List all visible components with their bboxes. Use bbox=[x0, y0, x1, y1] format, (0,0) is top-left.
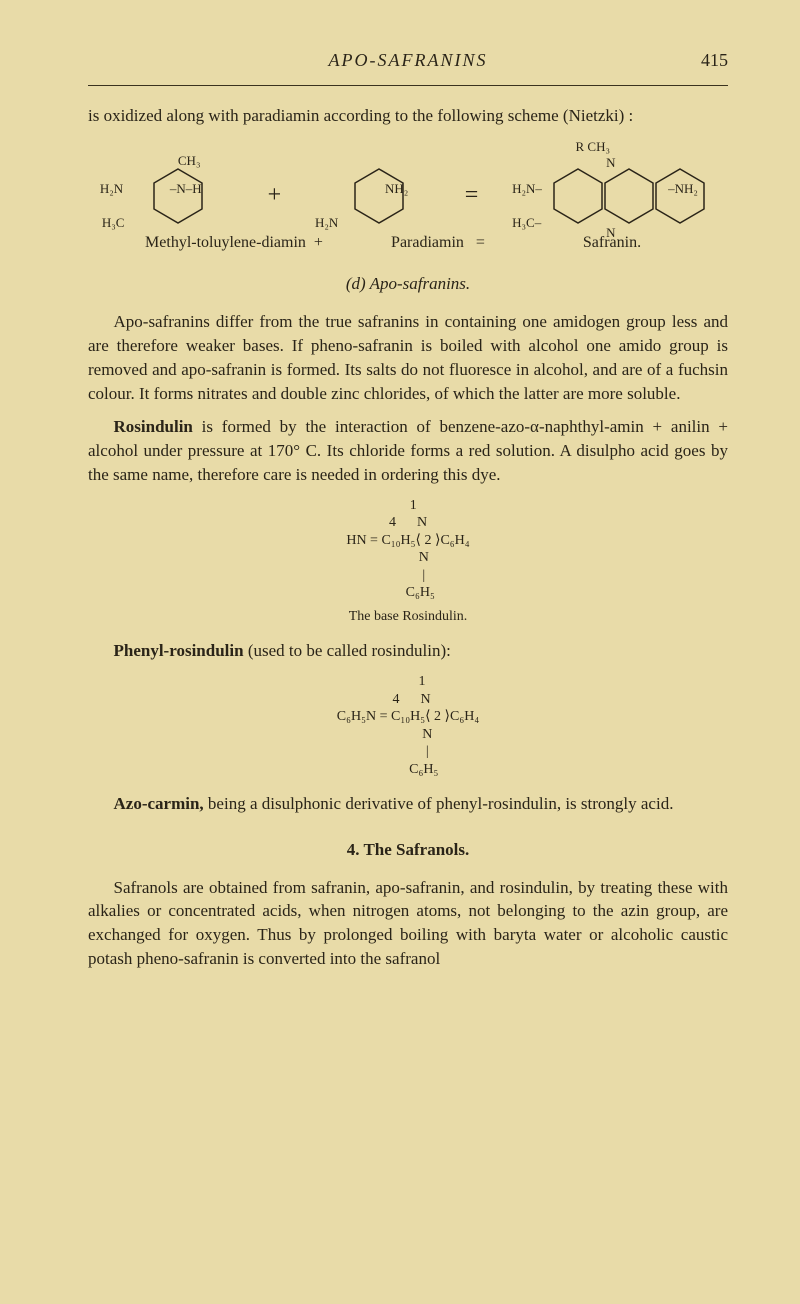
eq-mid: Paradiamin = bbox=[353, 232, 523, 254]
f1-l2: 4 N bbox=[88, 514, 728, 532]
para4-rest: (used to be called rosindulin): bbox=[244, 641, 451, 660]
subhead-d: (d) Apo-safranins. bbox=[88, 272, 728, 296]
page: APO-SAFRANINS 415 is oxidized along with… bbox=[0, 0, 800, 1021]
f2-l6: C₆H₅ bbox=[88, 761, 728, 779]
eq-mid-text: Paradiamin bbox=[391, 234, 464, 251]
r-ch3: R CH₃ bbox=[575, 138, 610, 156]
mol-2: NH₂ H₂N bbox=[323, 166, 423, 226]
f1-l1: 1 bbox=[88, 497, 728, 515]
mol-3: N H₂N– H₃C– –NH₂ N bbox=[520, 166, 710, 226]
fused-hex bbox=[551, 166, 707, 226]
mol1-h2n: H₂N bbox=[100, 180, 123, 198]
f2-l5: | bbox=[88, 743, 728, 761]
eq-left: Methyl-toluylene-diamin + bbox=[119, 232, 349, 254]
page-number: 415 bbox=[701, 48, 728, 73]
reaction-scheme: CH₃ H₂N –N–H H₃C + NH₂ H₂N = N H₂N– H₃C–… bbox=[88, 166, 728, 226]
formula-2: 1 4 N C₆H₅N = C₁₀H₅⟨ 2 ⟩C₆H₄ N | C₆H₅ bbox=[88, 673, 728, 778]
header-title: APO-SAFRANINS bbox=[329, 50, 488, 70]
f1-caption: The base Rosindulin. bbox=[88, 608, 728, 626]
para-1: is oxidized along with paradiamin accord… bbox=[88, 104, 728, 128]
f2-l4: N bbox=[88, 726, 728, 744]
para-6: Safranols are obtained from safranin, ap… bbox=[88, 876, 728, 971]
eq-eq: = bbox=[476, 234, 485, 251]
hexagon-3c bbox=[653, 166, 707, 226]
mol-1: CH₃ H₂N –N–H H₃C bbox=[106, 166, 226, 226]
mol1-h3c: H₃C bbox=[102, 214, 125, 232]
f2-l2: 4 N bbox=[88, 691, 728, 709]
eq-plus: + bbox=[314, 234, 323, 251]
mol3-n-bottom: N bbox=[606, 224, 615, 242]
rosindulin-lead: Rosindulin bbox=[114, 417, 193, 436]
f1-l5: | bbox=[88, 567, 728, 585]
f1-l4: N bbox=[88, 549, 728, 567]
plus-1: + bbox=[268, 179, 282, 213]
hexagon-3b bbox=[602, 166, 656, 226]
hexagon-2 bbox=[352, 166, 406, 226]
mol2-h2n: H₂N bbox=[315, 214, 338, 232]
para5-rest: being a disulphonic derivative of phenyl… bbox=[204, 794, 674, 813]
para-5: Azo-carmin, being a disulphonic derivati… bbox=[88, 792, 728, 816]
f1-l3: HN = C₁₀H₅⟨ 2 ⟩C₆H₄ bbox=[88, 532, 728, 550]
mol3-h3c: H₃C– bbox=[512, 214, 541, 232]
section-4-heading: 4. The Safranols. bbox=[88, 838, 728, 862]
azo-carmin-lead: Azo-carmin, bbox=[114, 794, 204, 813]
eq-left-text: Methyl-toluylene-diamin bbox=[145, 234, 306, 251]
hexagon-3a bbox=[551, 166, 605, 226]
phenyl-rosindulin-lead: Phenyl-rosindulin bbox=[114, 641, 244, 660]
para-2: Apo-safranins differ from the true safra… bbox=[88, 310, 728, 405]
sect4-text: 4. The Safranols. bbox=[347, 840, 470, 859]
para-3: Rosindulin is formed by the interaction … bbox=[88, 415, 728, 486]
equation-labels: Methyl-toluylene-diamin + Paradiamin = S… bbox=[88, 232, 728, 254]
f2-l1: 1 bbox=[88, 673, 728, 691]
running-head: APO-SAFRANINS 415 bbox=[88, 48, 728, 73]
formula-1: 1 4 N HN = C₁₀H₅⟨ 2 ⟩C₆H₄ N | C₆H₅ The b… bbox=[88, 497, 728, 626]
f1-l6: C₆H₅ bbox=[88, 584, 728, 602]
header-rule bbox=[88, 85, 728, 86]
f2-l3: C₆H₅N = C₁₀H₅⟨ 2 ⟩C₆H₄ bbox=[88, 708, 728, 726]
eq-1: = bbox=[465, 179, 479, 213]
hexagon-1 bbox=[151, 166, 205, 226]
mol3-h2n: H₂N– bbox=[512, 180, 542, 198]
para-4: Phenyl-rosindulin (used to be called ros… bbox=[88, 639, 728, 663]
